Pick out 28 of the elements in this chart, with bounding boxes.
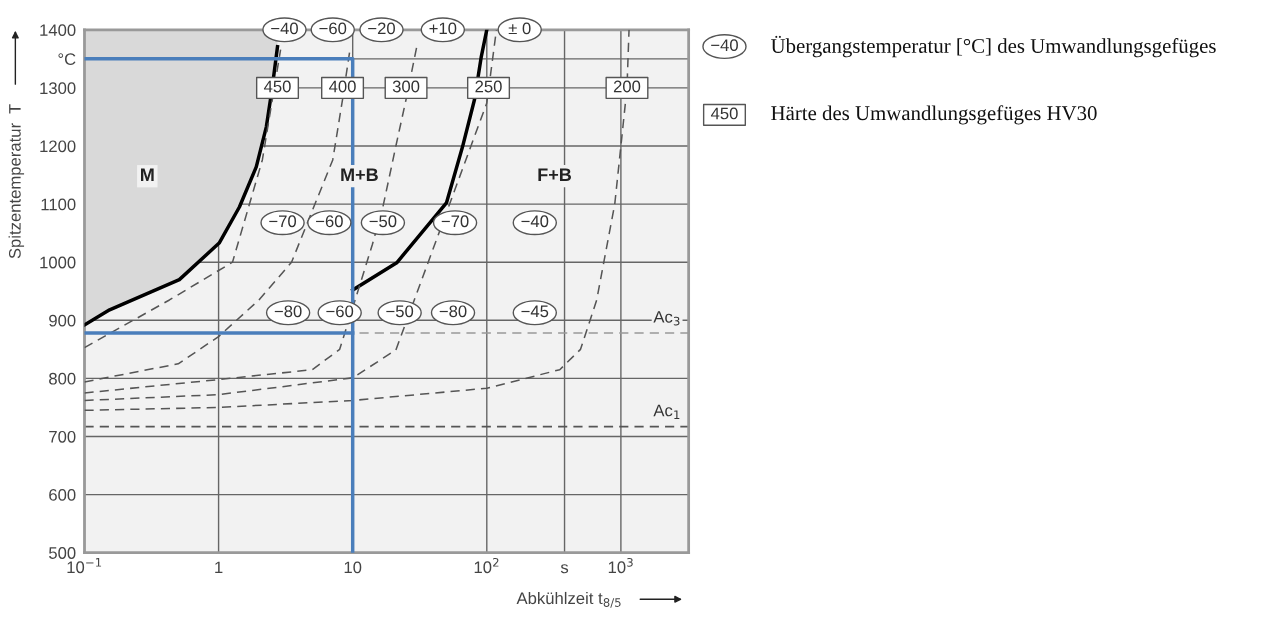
x-axis-title: Abkühlzeit t$_{8/5}$ (516, 591, 621, 608)
y-tick-label: 1400 (40, 24, 76, 37)
ref-line-label: Ac$_{1}$ (653, 404, 680, 419)
y-tick-label: 1100 (41, 198, 76, 211)
y-tick-label: 700 (49, 430, 76, 443)
x-tick-label: 10$^{−1}$ (67, 558, 102, 574)
y-tick-label: 600 (49, 488, 76, 501)
annotation: M+B (341, 168, 378, 181)
x-tick-label: 10 (344, 561, 362, 574)
y-tick-label: 500 (49, 547, 76, 559)
x-tick-label: 10$^{2}$ (474, 557, 499, 574)
legend-label: Härte des Umwandlungsgefüges HV30 (771, 105, 1097, 125)
annotation: F+B (538, 168, 571, 181)
ref-line-label: Ac$_{3}$ (653, 311, 680, 326)
y-tick-label: °C (58, 53, 76, 66)
legend-label: Übergangstemperatur [°C] des Umwandlungsgefüges (771, 35, 1216, 58)
y-tick-label: 1300 (40, 82, 76, 95)
y-tick-label: 800 (49, 372, 76, 385)
annotation: M (141, 168, 154, 181)
x-tick-label: 10$^{3}$ (608, 557, 633, 574)
y-tick-label: 900 (49, 314, 76, 327)
y-tick-label: 1000 (40, 256, 76, 269)
x-tick-label: 1 (215, 561, 223, 574)
x-tick-label: s (560, 564, 569, 574)
text: −40 (711, 39, 738, 52)
y-axis-title: Spitzentemperatur T (8, 104, 25, 259)
text: 450 (710, 107, 738, 120)
y-tick-label: 1200 (40, 140, 76, 153)
